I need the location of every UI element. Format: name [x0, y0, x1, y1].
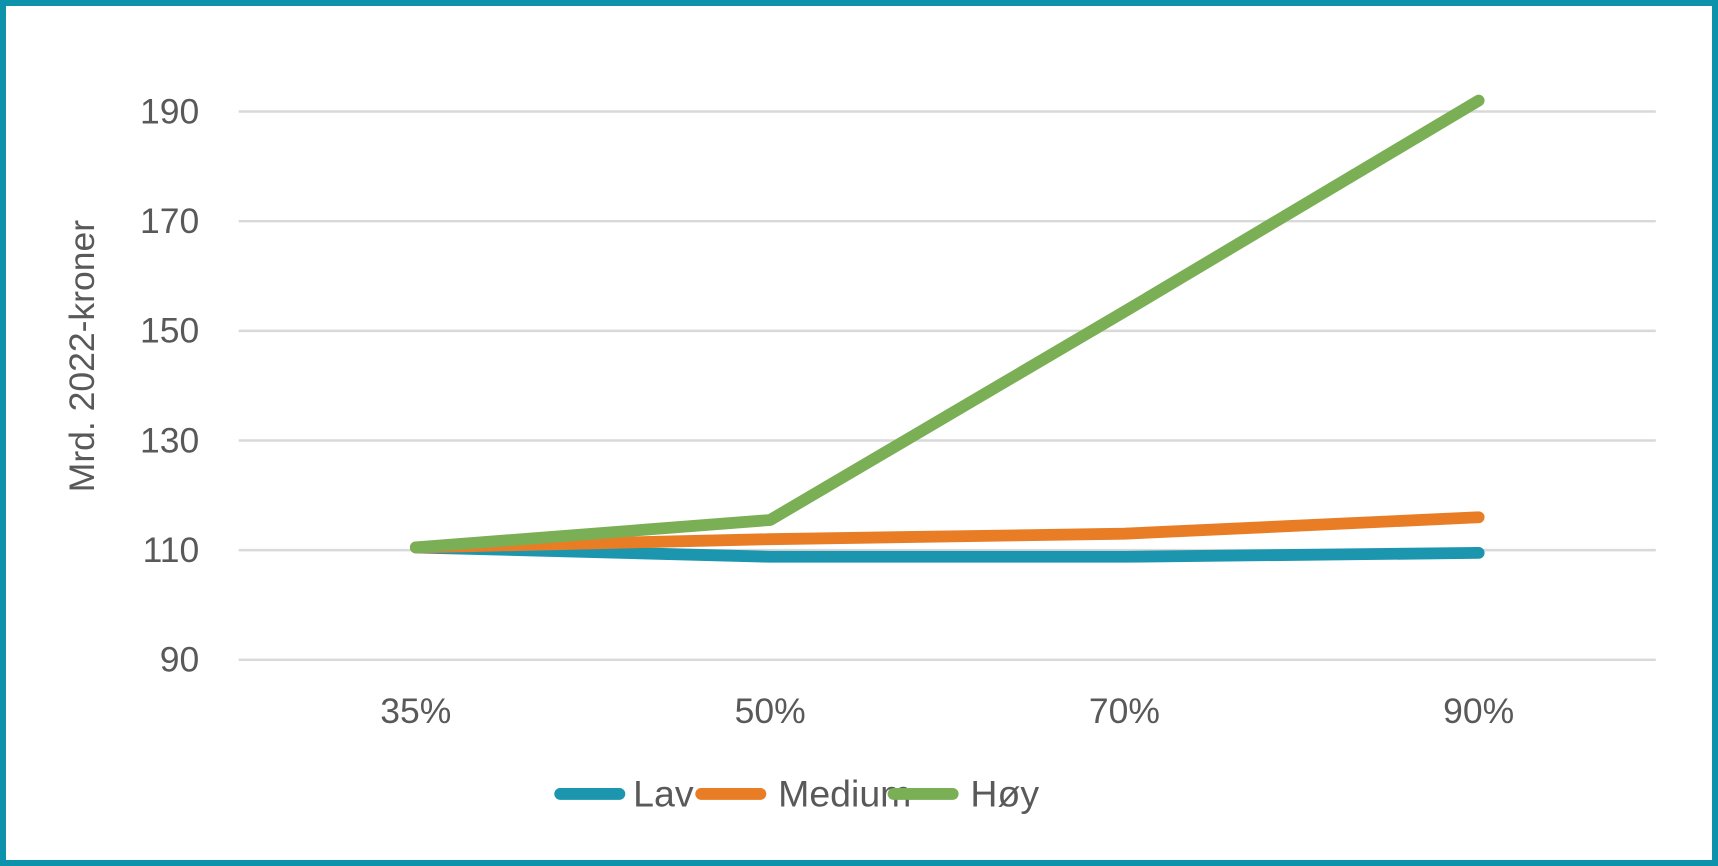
y-axis-tick-label: 90: [160, 640, 200, 680]
y-axis-title: Mrd. 2022-kroner: [62, 220, 102, 492]
legend-label: Lav: [633, 773, 694, 815]
y-axis-tick-label: 170: [140, 201, 199, 241]
series-line-h-y: [409, 94, 1485, 554]
x-axis-tick-label: 70%: [1089, 691, 1160, 731]
y-axis-tick-label: 130: [140, 420, 199, 460]
x-axis-tick-label: 90%: [1443, 691, 1514, 731]
y-axis-tick-label: 110: [143, 530, 200, 570]
series-line-medium: [409, 511, 1485, 554]
y-axis-tick-label: 150: [140, 311, 199, 351]
y-axis-tick-label: 190: [140, 91, 199, 131]
legend-label: Høy: [970, 773, 1039, 815]
scenario-line-chart: 90 110 130 150 170 190 35% 50% 70% 90% Mrd. 2022-k…: [62, 91, 1656, 815]
x-axis-tick-label: 35%: [380, 691, 451, 731]
x-axis-tick-label: 50%: [735, 691, 806, 731]
series-line-lav: [409, 541, 1485, 563]
